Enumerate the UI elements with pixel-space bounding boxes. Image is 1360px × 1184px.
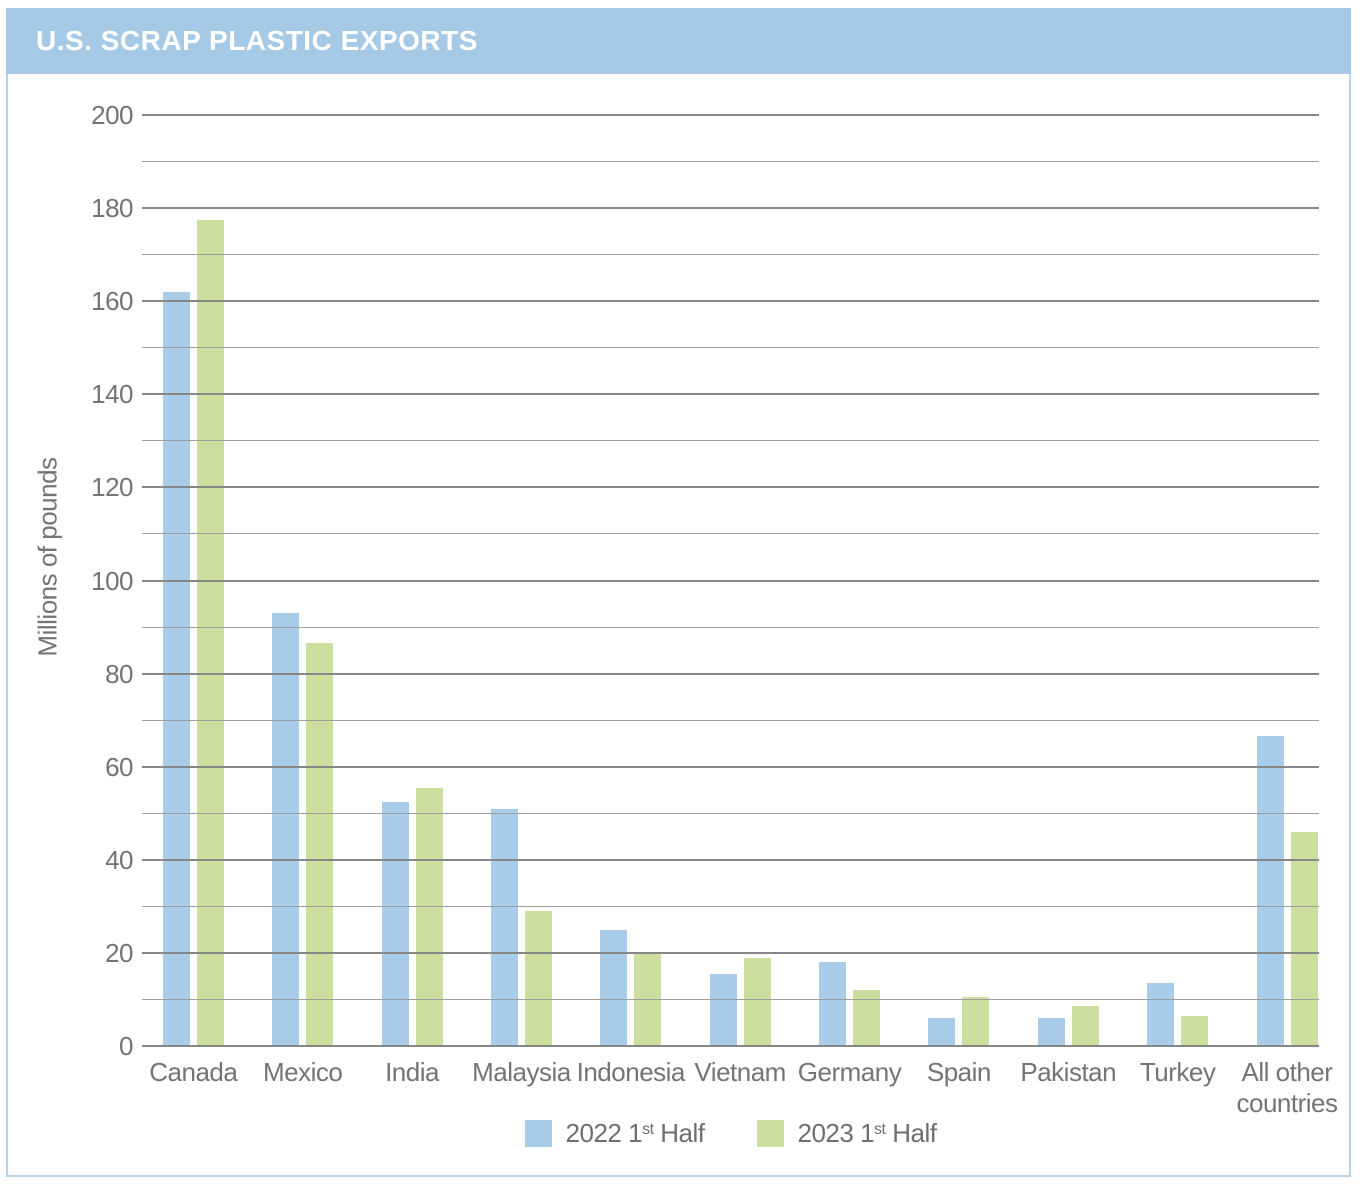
bar-2022-spain xyxy=(928,1018,956,1046)
x-axis-line xyxy=(142,1045,1319,1047)
x-label-turkey: Turkey xyxy=(1139,1057,1216,1087)
gridline-140 xyxy=(142,393,1319,396)
bar-2023-india xyxy=(415,787,443,1046)
y-tick-40: 40 xyxy=(105,844,133,875)
bar-2023-mexico xyxy=(306,643,334,1046)
gridline-170 xyxy=(142,254,1319,256)
y-tick-60: 60 xyxy=(105,751,133,782)
gridline-100 xyxy=(142,579,1319,582)
y-tick-160: 160 xyxy=(91,286,133,317)
y-tick-140: 140 xyxy=(91,379,133,410)
gridline-180 xyxy=(142,207,1319,210)
x-label-all-other-countries: All other countries xyxy=(1236,1057,1339,1118)
legend-item-2022: 2022 1st Half xyxy=(524,1118,705,1149)
bar-2022-malaysia xyxy=(490,808,518,1046)
x-label-mexico: Mexico xyxy=(262,1057,343,1087)
y-tick-0: 0 xyxy=(119,1031,133,1061)
bar-2022-pakistan xyxy=(1037,1018,1065,1046)
bar-2022-india xyxy=(381,801,409,1046)
gridline-160 xyxy=(142,300,1319,303)
x-label-germany: Germany xyxy=(797,1057,902,1087)
bar-2023-spain xyxy=(962,997,990,1046)
x-label-canada: Canada xyxy=(149,1057,238,1087)
gridline-80 xyxy=(142,672,1319,675)
y-tick-200: 200 xyxy=(91,100,133,130)
page-title: U.S. SCRAP PLASTIC EXPORTS xyxy=(36,25,478,56)
bar-2022-indonesia xyxy=(600,929,628,1046)
gridline-130 xyxy=(142,440,1319,442)
bar-2023-all-other-countries xyxy=(1290,831,1318,1046)
bar-2023-turkey xyxy=(1181,1015,1209,1046)
x-label-malaysia: Malaysia xyxy=(472,1057,571,1087)
bar-2023-pakistan xyxy=(1071,1006,1099,1046)
legend-label-2023: 2023 1st Half xyxy=(797,1118,937,1148)
bar-2023-vietnam xyxy=(743,957,771,1046)
gridline-90 xyxy=(142,626,1319,628)
bar-2022-vietnam xyxy=(709,973,737,1046)
gridline-60 xyxy=(142,765,1319,768)
bar-2022-all-other-countries xyxy=(1256,736,1284,1046)
plot-area xyxy=(142,114,1319,1047)
gridline-200 xyxy=(142,114,1319,116)
legend: 2022 1st Half 2023 1st Half xyxy=(142,1118,1319,1149)
x-label-india: India xyxy=(385,1057,439,1087)
gridline-40 xyxy=(142,858,1319,861)
legend-item-2023: 2023 1st Half xyxy=(756,1118,937,1149)
gridline-110 xyxy=(142,533,1319,535)
y-tick-180: 180 xyxy=(91,193,133,224)
x-label-indonesia: Indonesia xyxy=(576,1057,686,1087)
bar-2022-germany xyxy=(819,962,847,1046)
bar-2023-canada xyxy=(196,219,224,1046)
gridline-70 xyxy=(142,719,1319,721)
title-bar: U.S. SCRAP PLASTIC EXPORTS xyxy=(6,8,1351,74)
gridline-190 xyxy=(142,161,1319,163)
bar-2022-turkey xyxy=(1147,983,1175,1046)
legend-swatch-2023 xyxy=(756,1120,784,1147)
gridline-50 xyxy=(142,812,1319,814)
x-label-spain: Spain xyxy=(926,1057,992,1087)
legend-swatch-2022 xyxy=(524,1120,552,1147)
x-label-pakistan: Pakistan xyxy=(1020,1057,1117,1087)
gridline-120 xyxy=(142,486,1319,489)
y-tick-80: 80 xyxy=(105,658,133,689)
gridline-150 xyxy=(142,347,1319,349)
y-tick-100: 100 xyxy=(91,565,133,596)
legend-label-2022: 2022 1st Half xyxy=(565,1118,705,1148)
chart-frame xyxy=(6,8,1351,1177)
bar-2023-malaysia xyxy=(524,911,552,1046)
gridline-30 xyxy=(142,905,1319,907)
gridline-10 xyxy=(142,998,1319,1000)
y-tick-120: 120 xyxy=(91,472,133,503)
x-label-vietnam: Vietnam xyxy=(694,1057,786,1087)
y-tick-20: 20 xyxy=(105,937,133,968)
bar-2022-mexico xyxy=(272,613,300,1046)
gridline-20 xyxy=(142,951,1319,954)
bar-2022-canada xyxy=(162,291,190,1046)
